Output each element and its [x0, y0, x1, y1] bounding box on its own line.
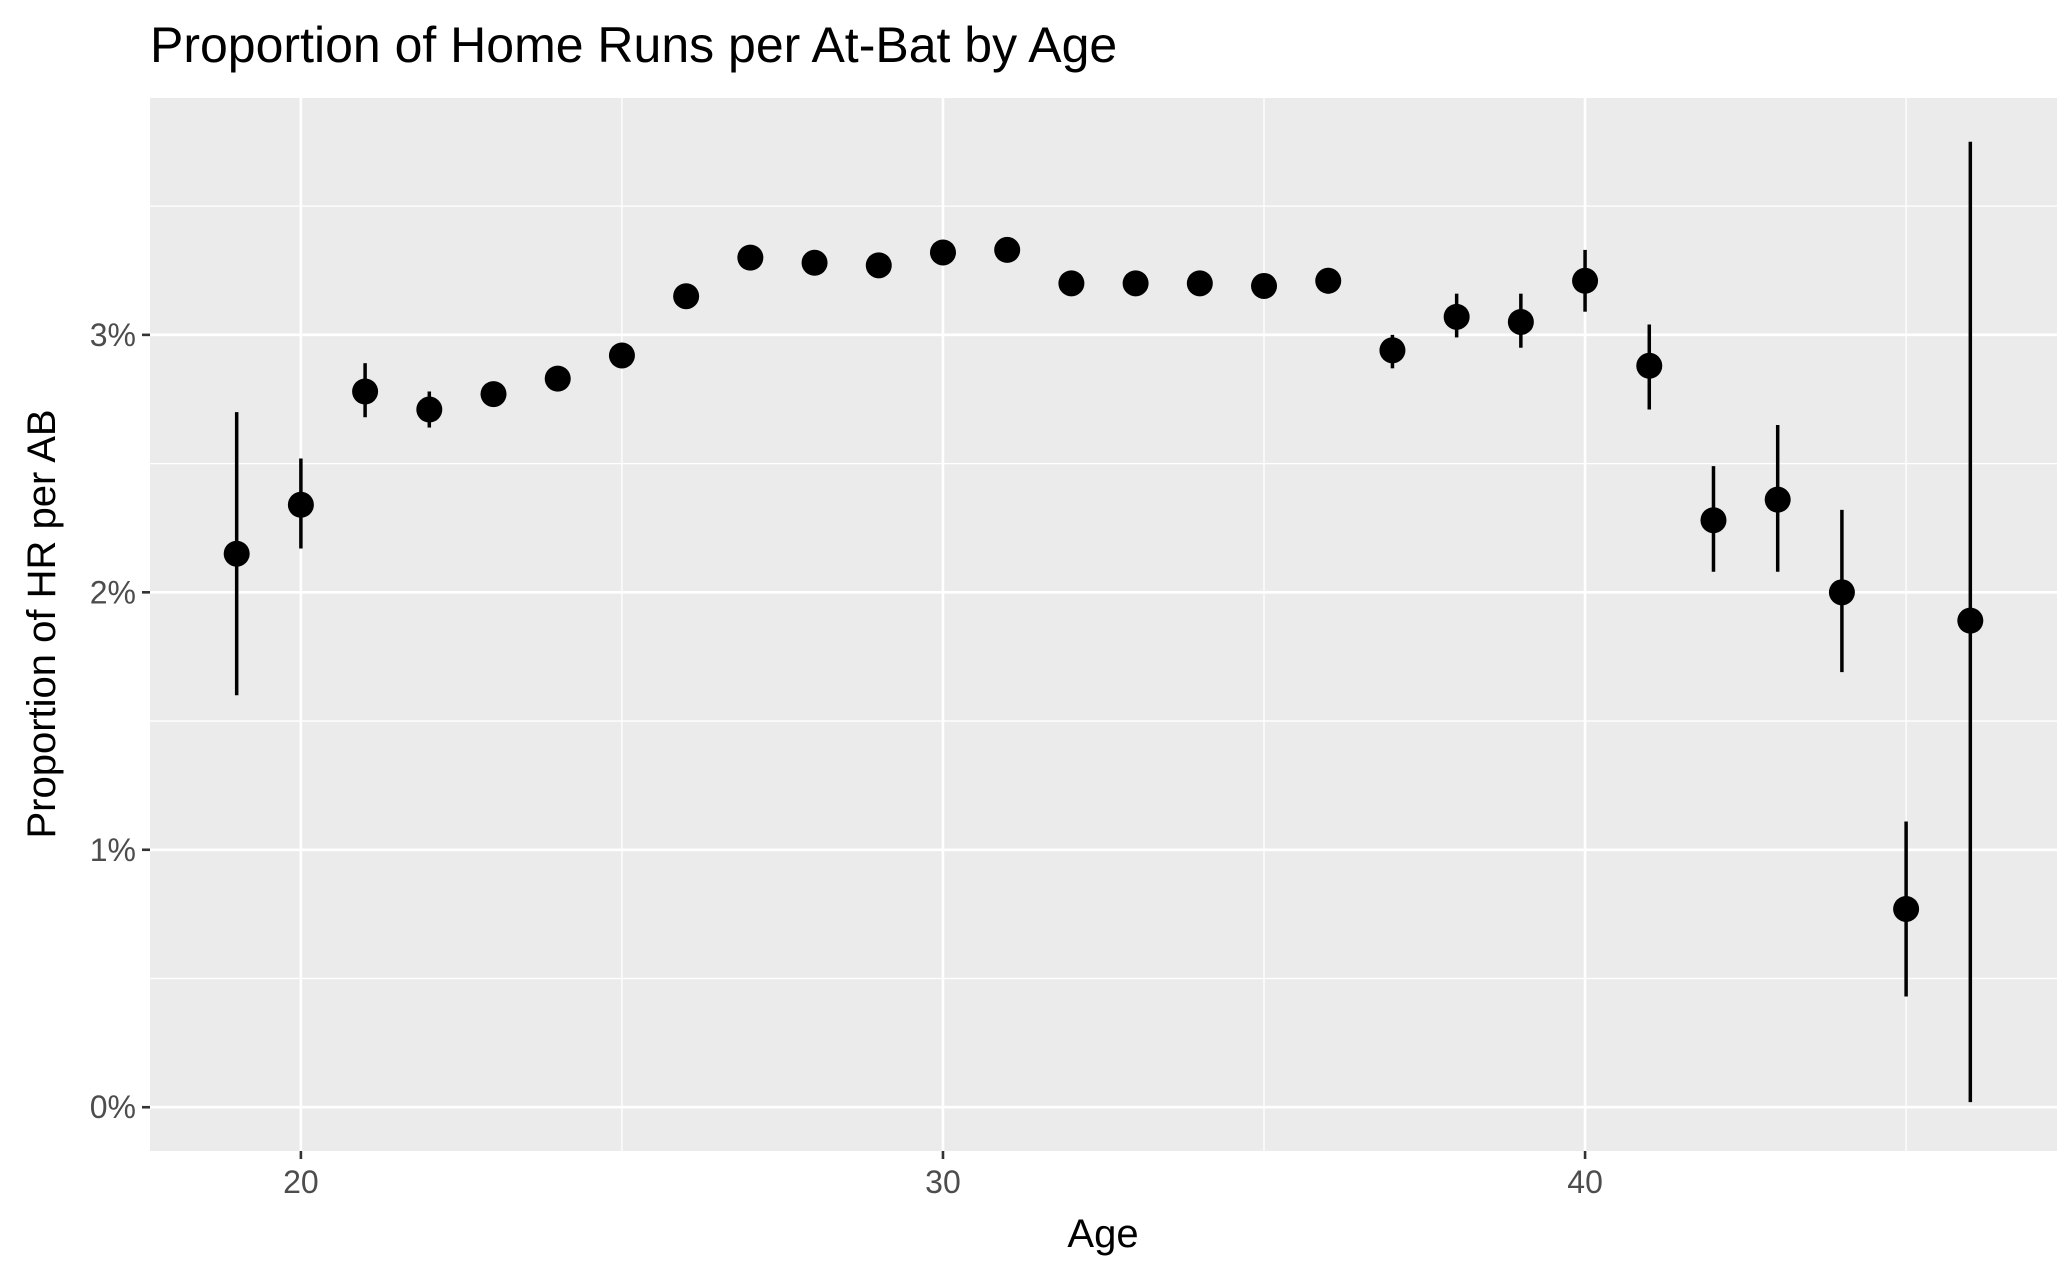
point-age-37	[1379, 337, 1406, 364]
point-age-31	[994, 236, 1021, 263]
point-age-35	[1251, 272, 1278, 299]
point-age-39	[1507, 308, 1534, 335]
y-tick-label-0: 0%	[90, 1089, 136, 1125]
points	[223, 236, 1984, 922]
point-age-45	[1893, 895, 1920, 922]
y-tick-label-2: 2%	[90, 574, 136, 610]
x-tick-label-1: 30	[925, 1164, 961, 1200]
point-age-21	[352, 378, 379, 405]
plot-panel	[150, 98, 2057, 1151]
point-age-25	[608, 342, 635, 369]
point-age-44	[1828, 579, 1855, 606]
x-tick-label-2: 40	[1567, 1164, 1603, 1200]
point-age-36	[1315, 267, 1342, 294]
chart-title: Proportion of Home Runs per At-Bat by Ag…	[150, 17, 1117, 73]
x-axis-title: Age	[1067, 1212, 1138, 1256]
x-axis-ticks: 20 30 40	[283, 1151, 1603, 1200]
point-age-28	[801, 249, 828, 276]
point-age-41	[1636, 352, 1663, 379]
point-age-20	[287, 491, 314, 518]
point-age-43	[1764, 486, 1791, 513]
point-age-30	[929, 239, 956, 266]
point-age-46	[1957, 607, 1984, 634]
point-age-34	[1186, 270, 1213, 297]
point-age-24	[544, 365, 571, 392]
point-age-38	[1443, 303, 1470, 330]
point-age-40	[1572, 267, 1599, 294]
point-age-19	[223, 540, 250, 567]
point-age-26	[673, 283, 700, 310]
y-axis-title: Proportion of HR per AB	[20, 409, 64, 838]
y-tick-label-1: 1%	[90, 832, 136, 868]
y-axis-ticks: 0% 1% 2% 3%	[90, 317, 150, 1125]
y-tick-label-3: 3%	[90, 317, 136, 353]
point-age-32	[1058, 270, 1085, 297]
point-age-29	[865, 252, 892, 279]
point-age-33	[1122, 270, 1149, 297]
point-age-22	[416, 396, 443, 423]
point-age-23	[480, 381, 507, 408]
grid-major	[150, 98, 2057, 1151]
point-age-27	[737, 244, 764, 271]
point-age-42	[1700, 507, 1727, 534]
x-tick-label-0: 20	[283, 1164, 319, 1200]
